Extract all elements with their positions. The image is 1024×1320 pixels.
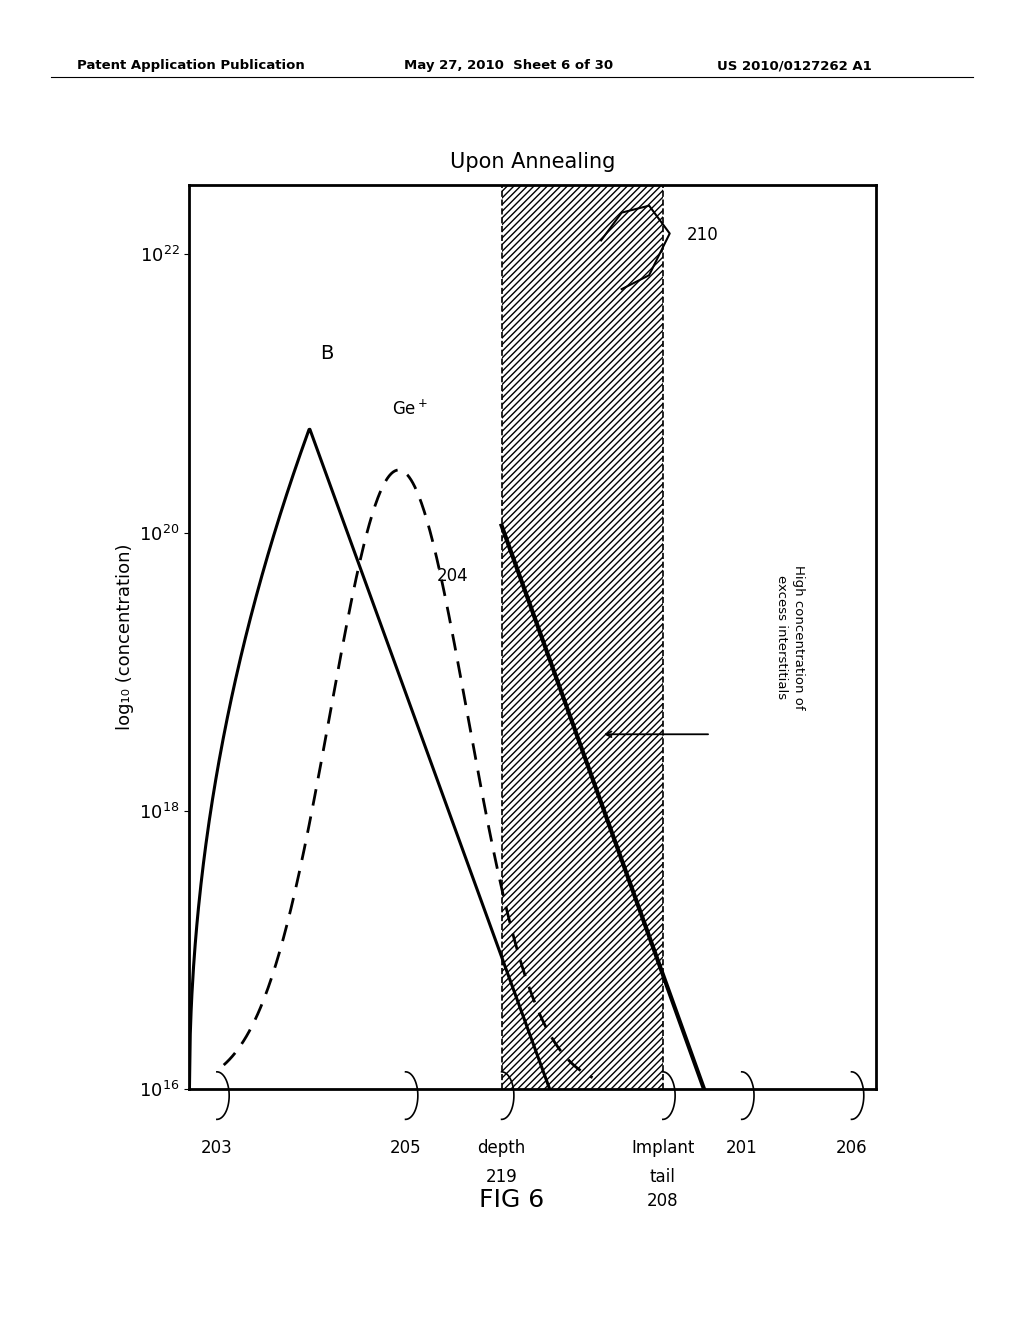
Text: 208: 208 xyxy=(647,1192,679,1210)
Text: 205: 205 xyxy=(390,1139,421,1158)
Text: 210: 210 xyxy=(687,227,719,244)
Text: High concentration of
excess interstitials: High concentration of excess interstitia… xyxy=(775,565,805,709)
Text: 219: 219 xyxy=(485,1168,517,1187)
Text: 204: 204 xyxy=(436,568,468,585)
Text: Patent Application Publication: Patent Application Publication xyxy=(77,59,304,73)
Text: US 2010/0127262 A1: US 2010/0127262 A1 xyxy=(717,59,871,73)
Text: tail: tail xyxy=(650,1168,676,1187)
Text: 203: 203 xyxy=(201,1139,232,1158)
Text: depth: depth xyxy=(477,1139,525,1158)
Text: Ge$^+$: Ge$^+$ xyxy=(392,399,428,418)
Text: May 27, 2010  Sheet 6 of 30: May 27, 2010 Sheet 6 of 30 xyxy=(404,59,613,73)
Text: B: B xyxy=(319,343,333,363)
Title: Upon Annealing: Upon Annealing xyxy=(450,152,615,172)
Text: Implant: Implant xyxy=(631,1139,694,1158)
Text: 201: 201 xyxy=(726,1139,758,1158)
Text: 206: 206 xyxy=(836,1139,867,1158)
Text: FIG 6: FIG 6 xyxy=(479,1188,545,1212)
Y-axis label: log₁₀ (concentration): log₁₀ (concentration) xyxy=(116,544,134,730)
Bar xyxy=(502,185,663,1089)
